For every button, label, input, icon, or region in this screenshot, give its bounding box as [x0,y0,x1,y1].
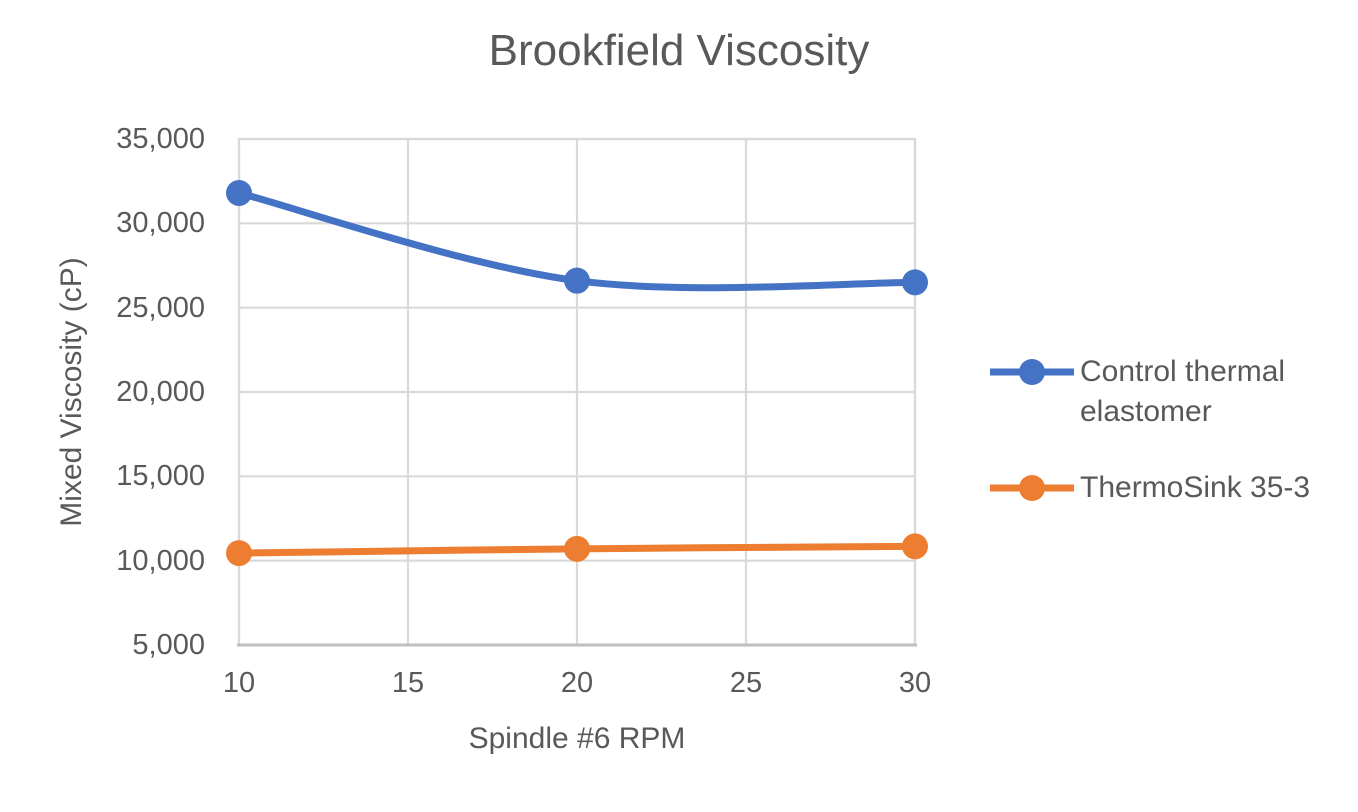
y-tick-label: 20,000 [116,376,205,408]
data-point-marker [902,533,928,560]
legend-label: Control thermal elastomer [1080,355,1286,428]
legend-marker-line-dot-icon [990,475,1074,501]
x-tick-label: 15 [391,667,425,699]
data-point-marker [902,269,928,296]
legend: Control thermal elastomer ThermoSink 35-3 [988,352,1358,508]
legend-entry: ThermoSink 35-3 [988,468,1358,508]
x-tick-label: 25 [729,667,763,699]
x-tick-label: 20 [560,667,594,699]
legend-label: ThermoSink 35-3 [1080,471,1311,504]
data-point-marker [226,540,252,567]
y-tick-label: 25,000 [116,291,205,324]
y-tick-label: 10,000 [116,544,205,577]
chart-title: Brookfield Viscosity [488,26,870,75]
legend-marker-line-dot-icon [990,359,1074,385]
legend-entry: Control thermal elastomer [988,352,1358,432]
x-axis-title: Spindle #6 RPM [468,722,686,755]
data-point-marker [564,267,590,294]
y-tick-label: 30,000 [116,207,205,240]
y-tick-label: 35,000 [116,123,205,155]
y-tick-label: 15,000 [116,460,205,493]
x-tick-label: 10 [222,667,256,699]
x-tick-label: 30 [898,667,932,699]
data-point-marker [564,535,590,562]
y-tick-label: 5,000 [132,629,205,661]
data-point-marker [226,179,252,206]
